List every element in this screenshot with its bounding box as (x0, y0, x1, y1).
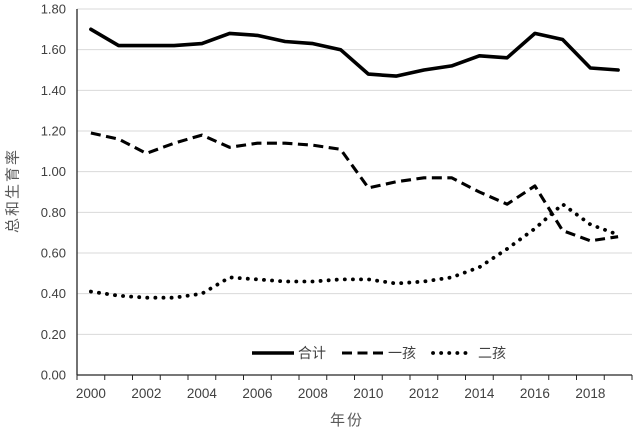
x-tick-label: 2010 (353, 386, 383, 401)
legend-item-second-child: 二孩 (431, 343, 506, 363)
series-line-0 (89, 27, 620, 78)
series-line-2 (89, 202, 620, 300)
x-tick-label: 2002 (131, 386, 161, 401)
legend-dashed-line-icon (342, 351, 384, 355)
x-axis-title: 年份 (329, 412, 364, 429)
x-tick-label: 2012 (409, 386, 439, 401)
y-axis-title: 总和生育率 (4, 148, 22, 234)
legend-label-total: 合计 (298, 345, 326, 361)
x-tick-label: 2008 (298, 386, 328, 401)
legend: 合计 一孩 二孩 (251, 344, 506, 362)
x-tick-label: 2014 (464, 386, 495, 401)
y-tick-label: 0.20 (41, 327, 66, 342)
legend-solid-line-icon (252, 351, 294, 355)
legend-item-first-child: 一孩 (341, 343, 416, 363)
x-tick-label: 2000 (76, 386, 106, 401)
y-tick-label: 1.40 (41, 83, 66, 98)
x-tick-label: 2006 (242, 386, 272, 401)
x-tick-label: 2004 (187, 386, 218, 401)
legend-item-total: 合计 (251, 343, 326, 363)
y-tick-label: 1.60 (41, 42, 66, 57)
legend-label-second-child: 二孩 (478, 345, 506, 361)
series-line-1 (90, 131, 619, 243)
y-tick-label: 0.00 (41, 368, 66, 383)
x-tick-label: 2016 (520, 386, 550, 401)
y-tick-label: 0.80 (41, 205, 66, 220)
y-tick-label: 1.00 (41, 164, 66, 179)
y-tick-label: 1.20 (41, 124, 66, 139)
y-tick-label: 1.80 (41, 2, 66, 17)
y-tick-label: 0.40 (41, 286, 66, 301)
legend-dotted-line-icon (431, 351, 475, 355)
x-tick-label: 2018 (575, 386, 605, 401)
y-tick-label: 0.60 (41, 246, 66, 261)
legend-label-first-child: 一孩 (388, 345, 416, 361)
